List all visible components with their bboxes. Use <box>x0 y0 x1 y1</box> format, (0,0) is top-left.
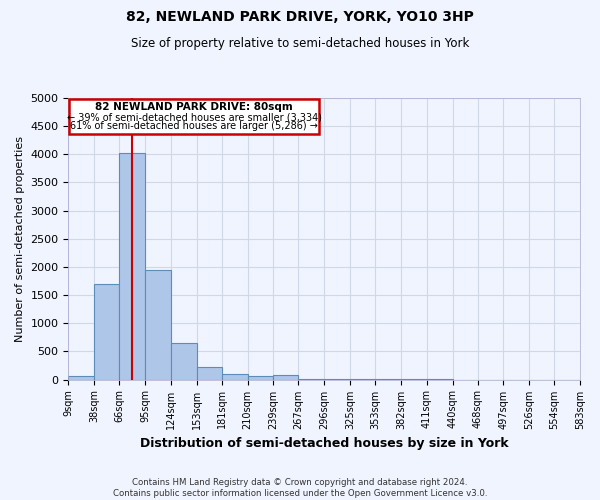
Bar <box>197 367 222 380</box>
FancyBboxPatch shape <box>69 98 319 134</box>
Y-axis label: Number of semi-detached properties: Number of semi-detached properties <box>15 136 25 342</box>
Bar <box>274 376 298 380</box>
Bar <box>94 284 119 380</box>
Bar <box>145 270 171 380</box>
Bar <box>298 379 324 380</box>
Text: Size of property relative to semi-detached houses in York: Size of property relative to semi-detach… <box>131 38 469 51</box>
Bar <box>222 374 248 380</box>
Bar <box>119 153 145 380</box>
Text: 82 NEWLAND PARK DRIVE: 80sqm: 82 NEWLAND PARK DRIVE: 80sqm <box>95 102 293 113</box>
Bar <box>68 376 94 380</box>
Bar <box>248 376 274 380</box>
X-axis label: Distribution of semi-detached houses by size in York: Distribution of semi-detached houses by … <box>140 437 509 450</box>
Text: Contains HM Land Registry data © Crown copyright and database right 2024.
Contai: Contains HM Land Registry data © Crown c… <box>113 478 487 498</box>
Text: ← 39% of semi-detached houses are smaller (3,334): ← 39% of semi-detached houses are smalle… <box>67 112 322 122</box>
Bar <box>171 343 197 380</box>
Text: 61% of semi-detached houses are larger (5,286) →: 61% of semi-detached houses are larger (… <box>70 121 318 131</box>
Text: 82, NEWLAND PARK DRIVE, YORK, YO10 3HP: 82, NEWLAND PARK DRIVE, YORK, YO10 3HP <box>126 10 474 24</box>
